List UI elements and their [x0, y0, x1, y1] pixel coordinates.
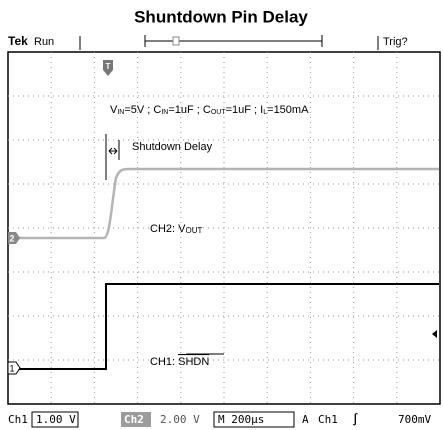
delay-indicator [105, 134, 120, 180]
trigger-source: Ch1 [318, 413, 338, 426]
ch1-marker-label: 1 [9, 363, 14, 373]
ch2-label-text: CH2: V [150, 223, 186, 235]
ch1-label-overlined: SHDN [178, 356, 209, 368]
title: Shuntdown Pin Delay [134, 7, 308, 26]
trigger-marker-label: T [106, 62, 111, 71]
graticule [8, 52, 440, 404]
ch1: Ch1 [8, 413, 28, 426]
ch1-label-text: CH1: [150, 356, 178, 368]
condition-base: V [110, 104, 118, 116]
trigger-mode: A [302, 413, 309, 426]
ch2: Ch2 [124, 413, 144, 426]
condition-rest: =5V ; [124, 104, 153, 116]
trigger-status: Trig? [383, 36, 408, 48]
trigger-slope: ∫ [352, 413, 359, 426]
condition-base: C [153, 104, 161, 116]
timebase-box [213, 411, 295, 428]
ch2-label: CH2: VOUT [150, 223, 202, 235]
ch2-trace [9, 167, 439, 240]
condition-sub: IN [161, 109, 168, 116]
condition-rest: =1uF ; [168, 104, 203, 116]
trigger-marker [103, 60, 113, 76]
conditions: VIN=5V ; CIN=1uF ; COUT=1uF ; IL=150mA [110, 104, 309, 116]
timebase: M 200µs [218, 413, 264, 426]
run-status: Run [34, 36, 54, 48]
ch1-scale-box [31, 411, 79, 428]
ch2-marker [8, 232, 20, 244]
condition-sub: IN [117, 109, 124, 116]
ch1-trace [9, 283, 439, 370]
ch2-scale: 2.00 V [160, 413, 200, 426]
condition-rest: =150mA [267, 104, 309, 116]
record-bracket [144, 35, 323, 47]
condition-base: C [203, 104, 211, 116]
ch1-marker [7, 361, 21, 375]
view-marker [172, 36, 180, 46]
ch2-label-sub: OUT [185, 226, 202, 235]
ch2-highlight [121, 412, 151, 427]
trigger-level-marker [432, 330, 437, 338]
trigger-level: 700mV [398, 413, 431, 426]
brand: Tek [8, 34, 28, 48]
ch1-scale: 1.00 V [36, 413, 76, 426]
condition-rest: =1uF ; [226, 104, 261, 116]
condition-sub: OUT [211, 109, 227, 116]
delay-label: Shutdown Delay [132, 141, 213, 153]
ch2-marker-label: 2 [9, 233, 14, 243]
ch1-label: CH1: SHDN [150, 356, 209, 368]
condition-sub: L [263, 109, 267, 116]
condition-base: I [260, 104, 263, 116]
